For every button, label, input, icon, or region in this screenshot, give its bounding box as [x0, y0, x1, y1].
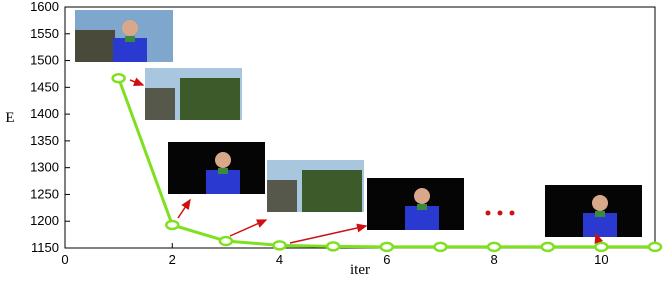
- x-axis-label: iter: [350, 262, 370, 278]
- y-tick-label: 1600: [30, 0, 59, 14]
- x-tick-label: 8: [490, 252, 497, 267]
- point: [379, 241, 395, 253]
- y-tick-label: 1200: [30, 213, 59, 228]
- point: [218, 235, 234, 247]
- y-tick-label: 1450: [30, 79, 59, 94]
- point: [594, 241, 609, 253]
- x-tick-label: 6: [383, 252, 390, 267]
- point: [540, 241, 555, 253]
- x-tick-label: 4: [276, 252, 283, 267]
- x-tick-label: 2: [169, 252, 176, 267]
- y-tick-label: 1300: [30, 160, 59, 175]
- point: [433, 241, 448, 253]
- y-tick-label: 1550: [30, 26, 59, 41]
- point: [165, 219, 180, 231]
- plot-layer: 1150 1200 1250 1300 1350 1400 1450 1500 1550 1600…: [30, 0, 663, 267]
- y-tick-label: 1350: [30, 133, 59, 148]
- y-axis-label: E: [5, 110, 14, 126]
- arrows: [129, 77, 604, 244]
- y-tick-label: 1400: [30, 106, 59, 121]
- point: [486, 241, 502, 253]
- photos: [75, 10, 642, 237]
- point: [647, 241, 663, 253]
- x-tick-label: 0: [61, 252, 68, 267]
- x-tick-label: 10: [594, 252, 608, 267]
- point: [111, 72, 126, 84]
- point: [272, 240, 287, 251]
- y-tick-label: 1500: [30, 53, 59, 68]
- y-tick-label: 1250: [30, 186, 59, 201]
- point: [325, 241, 341, 252]
- y-tick-label: 1150: [31, 240, 59, 255]
- ellipsis-dots: [485, 210, 515, 216]
